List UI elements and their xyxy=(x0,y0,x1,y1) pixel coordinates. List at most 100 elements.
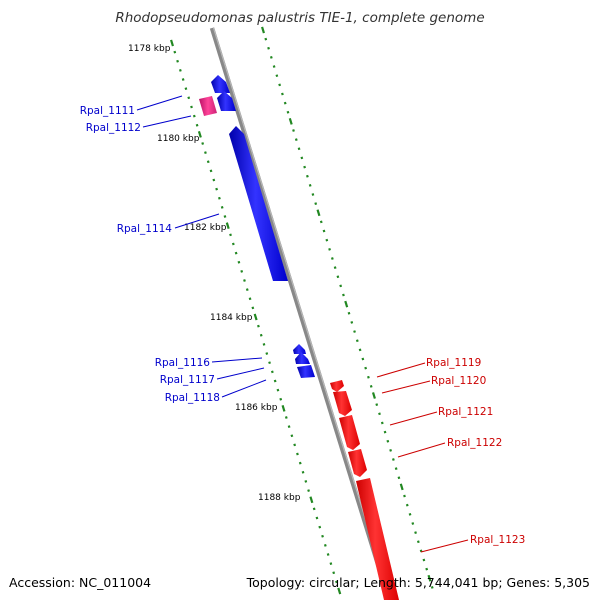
gene-label[interactable]: Rpal_1117 xyxy=(160,374,215,386)
kbp-label: 1184 kbp xyxy=(210,313,253,323)
minor-tick xyxy=(192,114,196,118)
minor-tick xyxy=(195,123,199,127)
leader-line xyxy=(216,367,265,380)
major-tick xyxy=(197,130,202,138)
minor-tick xyxy=(430,586,434,589)
major-tick xyxy=(371,392,376,399)
major-tick xyxy=(253,313,258,321)
minor-tick xyxy=(278,83,282,87)
gene-rpal-1121[interactable] xyxy=(339,415,360,450)
minor-tick xyxy=(293,443,297,447)
major-tick xyxy=(344,300,349,308)
minor-tick xyxy=(342,293,345,297)
gene-label[interactable]: Rpal_1120 xyxy=(431,375,486,387)
kbp-label: 1178 kbp xyxy=(128,44,171,54)
minor-tick xyxy=(318,525,322,529)
minor-tick xyxy=(323,543,327,547)
gene-rpal-1114[interactable] xyxy=(229,126,288,281)
minor-tick xyxy=(336,275,340,279)
major-tick xyxy=(337,587,342,595)
gene-arrow xyxy=(339,415,360,450)
minor-tick xyxy=(300,156,304,160)
tick-track-left xyxy=(170,39,342,595)
gene-rpal-1112[interactable] xyxy=(217,91,236,111)
major-tick xyxy=(170,39,174,47)
minor-tick xyxy=(335,580,338,584)
minor-tick xyxy=(389,448,392,452)
minor-tick xyxy=(262,343,266,346)
minor-tick xyxy=(292,129,295,132)
minor-tick xyxy=(355,339,359,343)
major-tick xyxy=(399,483,404,491)
gene-label[interactable]: Rpal_1121 xyxy=(438,406,493,418)
minor-tick xyxy=(265,352,269,355)
minor-tick xyxy=(286,110,290,114)
leader-line xyxy=(211,357,263,363)
minor-tick xyxy=(218,196,221,200)
minor-tick xyxy=(386,439,390,443)
gene-rna-pink[interactable] xyxy=(199,96,217,116)
minor-tick xyxy=(287,425,291,429)
minor-tick xyxy=(204,151,207,154)
minor-tick xyxy=(279,397,283,401)
minor-tick xyxy=(281,92,284,96)
minor-tick xyxy=(333,266,337,269)
minor-tick xyxy=(308,183,312,187)
gene-label[interactable]: Rpal_1119 xyxy=(426,357,481,369)
minor-tick xyxy=(257,324,260,328)
gene-rpal-1116[interactable] xyxy=(293,344,306,354)
minor-tick xyxy=(383,430,387,434)
minor-tick xyxy=(264,37,268,41)
gene-label[interactable]: Rpal_1122 xyxy=(447,437,502,449)
gene-label[interactable]: Rpal_1118 xyxy=(165,392,220,404)
minor-tick xyxy=(267,46,270,50)
gene-rpal-1122[interactable] xyxy=(348,449,367,477)
topology-text: Topology: circular; Length: 5,744,041 bp… xyxy=(246,575,590,590)
gene-label[interactable]: Rpal_1114 xyxy=(117,223,173,235)
major-tick xyxy=(427,574,432,582)
minor-tick xyxy=(245,288,249,291)
minor-tick xyxy=(269,56,273,59)
leader-line xyxy=(376,362,426,378)
minor-tick xyxy=(276,388,280,392)
kbp-label: 1180 kbp xyxy=(157,134,200,144)
gene-arrow xyxy=(229,126,288,281)
accession-text: Accession: NC_011004 xyxy=(9,575,151,590)
gene-rpal-1119[interactable] xyxy=(330,380,344,392)
minor-tick xyxy=(215,187,218,191)
minor-tick xyxy=(272,65,276,68)
gene-arrow xyxy=(333,391,352,416)
gene-rpal-1111[interactable] xyxy=(211,75,230,93)
minor-tick xyxy=(375,403,379,407)
gene-arrow xyxy=(348,449,367,477)
gene-label[interactable]: Rpal_1123 xyxy=(470,534,525,546)
gene-rpal-1118[interactable] xyxy=(297,365,315,378)
minor-tick xyxy=(350,321,354,324)
minor-tick xyxy=(322,229,326,233)
gene-rpal-1123[interactable] xyxy=(356,478,399,600)
gene-label[interactable]: Rpal_1112 xyxy=(86,122,141,134)
minor-tick xyxy=(284,416,288,419)
minor-tick xyxy=(259,333,263,337)
leader-line xyxy=(397,442,446,458)
gene-arrow xyxy=(211,75,230,93)
minor-tick xyxy=(314,202,318,205)
gene-rpal-1117[interactable] xyxy=(295,352,310,364)
minor-tick xyxy=(187,96,191,100)
gene-rpal-1120[interactable] xyxy=(333,391,352,416)
genome-backbone-highlight xyxy=(212,27,392,600)
minor-tick xyxy=(273,379,277,383)
gene-label[interactable]: Rpal_1116 xyxy=(155,357,211,369)
minor-tick xyxy=(422,558,426,562)
minor-tick xyxy=(397,476,401,480)
leader-line xyxy=(174,213,220,229)
minor-tick xyxy=(209,169,213,173)
minor-tick xyxy=(206,160,210,164)
minor-tick xyxy=(240,269,244,273)
minor-tick xyxy=(380,421,384,425)
gene-label[interactable]: Rpal_1111 xyxy=(80,105,135,117)
minor-tick xyxy=(347,311,351,315)
minor-tick xyxy=(212,178,216,182)
minor-tick xyxy=(275,74,279,78)
